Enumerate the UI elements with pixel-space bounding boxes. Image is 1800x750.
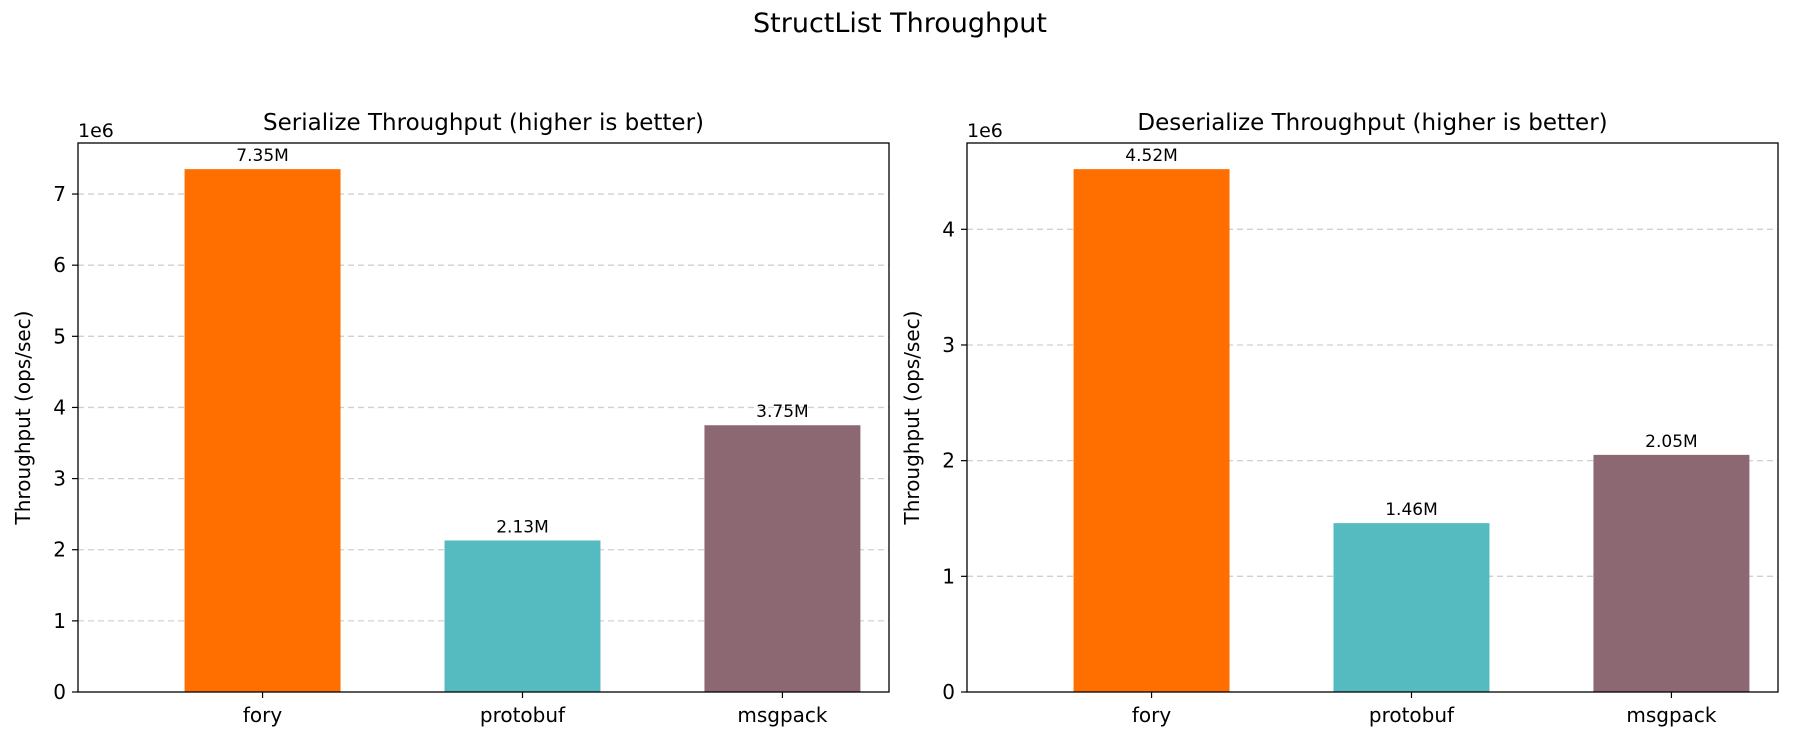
axes-frame (77, 142, 890, 693)
y-tick-label: 0 (53, 680, 66, 704)
y-tick-label: 2 (942, 449, 955, 473)
data-label: 1.46M (1385, 500, 1438, 520)
y-tick-label: 4 (942, 217, 955, 241)
bar-fory (184, 169, 341, 693)
figure-title: StructList Throughput (753, 8, 1047, 39)
x-tick-label: msgpack (1626, 703, 1717, 727)
data-label: 7.35M (236, 146, 289, 166)
x-tick-label: msgpack (737, 703, 828, 727)
y-axis-label: Throughput (ops/sec) (900, 311, 924, 526)
chart-title: Deserialize Throughput (higher is better… (1137, 110, 1607, 136)
data-label: 3.75M (756, 402, 809, 422)
axis-multiplier: 1e6 (78, 120, 114, 142)
data-label: 2.05M (1645, 432, 1698, 452)
y-tick-label: 1 (942, 564, 955, 588)
data-label: 4.52M (1125, 146, 1178, 166)
bar-fory (1073, 169, 1230, 693)
y-tick-label: 2 (53, 538, 66, 562)
y-tick-label: 4 (53, 395, 66, 419)
x-tick-label: fory (1132, 703, 1172, 727)
axes-frame (966, 142, 1779, 693)
y-tick-label: 5 (53, 324, 66, 348)
y-axis-label: Throughput (ops/sec) (11, 311, 35, 526)
y-tick-label: 0 (942, 680, 955, 704)
y-tick-label: 3 (942, 333, 955, 357)
x-tick-label: protobuf (480, 703, 566, 727)
bar-msgpack (1593, 454, 1750, 692)
bar-msgpack (704, 425, 861, 692)
data-label: 2.13M (496, 517, 549, 537)
bar-protobuf (1333, 523, 1490, 692)
axis-multiplier: 1e6 (967, 120, 1003, 142)
y-tick-label: 7 (53, 182, 66, 206)
y-tick-label: 1 (53, 609, 66, 633)
x-tick-label: protobuf (1369, 703, 1455, 727)
y-tick-label: 3 (53, 467, 66, 491)
bar-protobuf (444, 540, 601, 692)
chart-title: Serialize Throughput (higher is better) (263, 110, 704, 136)
x-tick-label: fory (243, 703, 283, 727)
y-tick-label: 6 (53, 253, 66, 277)
